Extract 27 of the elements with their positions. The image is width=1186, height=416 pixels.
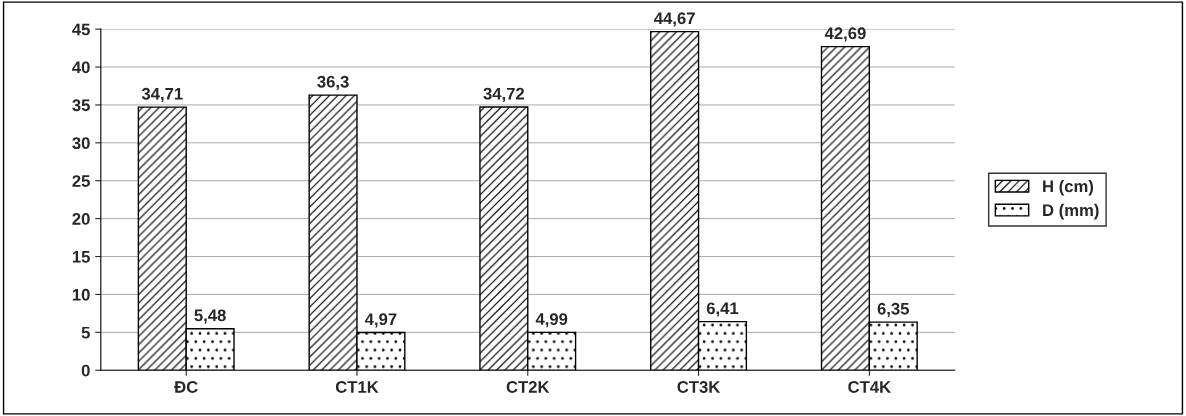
y-tick-label: 45 xyxy=(72,23,90,36)
data-label: 6,41 xyxy=(706,302,739,317)
y-tick-label: 40 xyxy=(72,61,90,74)
legend-label: D (mm) xyxy=(1043,203,1099,220)
y-tick-label: 5 xyxy=(81,326,90,339)
data-label: 44,67 xyxy=(654,12,695,27)
x-tick-label: CT2K xyxy=(506,381,550,393)
y-tick-label: 20 xyxy=(72,213,90,225)
data-label: 36,3 xyxy=(317,75,349,91)
x-tick-label: ĐC xyxy=(174,381,198,393)
y-tick-label: 30 xyxy=(72,137,90,150)
y-tick-label: 35 xyxy=(72,99,90,112)
data-label: 4,99 xyxy=(535,313,568,328)
y-tick-label: 25 xyxy=(72,175,90,187)
data-label: 5,48 xyxy=(194,309,226,324)
data-label: 42,69 xyxy=(824,27,866,42)
data-label: 34,72 xyxy=(483,87,525,102)
data-label: 6,35 xyxy=(877,302,909,318)
y-tick-label: 10 xyxy=(72,288,90,301)
legend-label: H (cm) xyxy=(1043,179,1094,196)
data-label: 34,71 xyxy=(141,87,183,103)
y-tick-label: 15 xyxy=(72,251,90,263)
data-label: 4,97 xyxy=(364,313,397,328)
y-tick-label: 0 xyxy=(81,364,90,377)
x-tick-label: CT4K xyxy=(848,381,891,393)
x-tick-label: CT1K xyxy=(335,381,379,393)
x-tick-label: CT3K xyxy=(677,381,721,393)
